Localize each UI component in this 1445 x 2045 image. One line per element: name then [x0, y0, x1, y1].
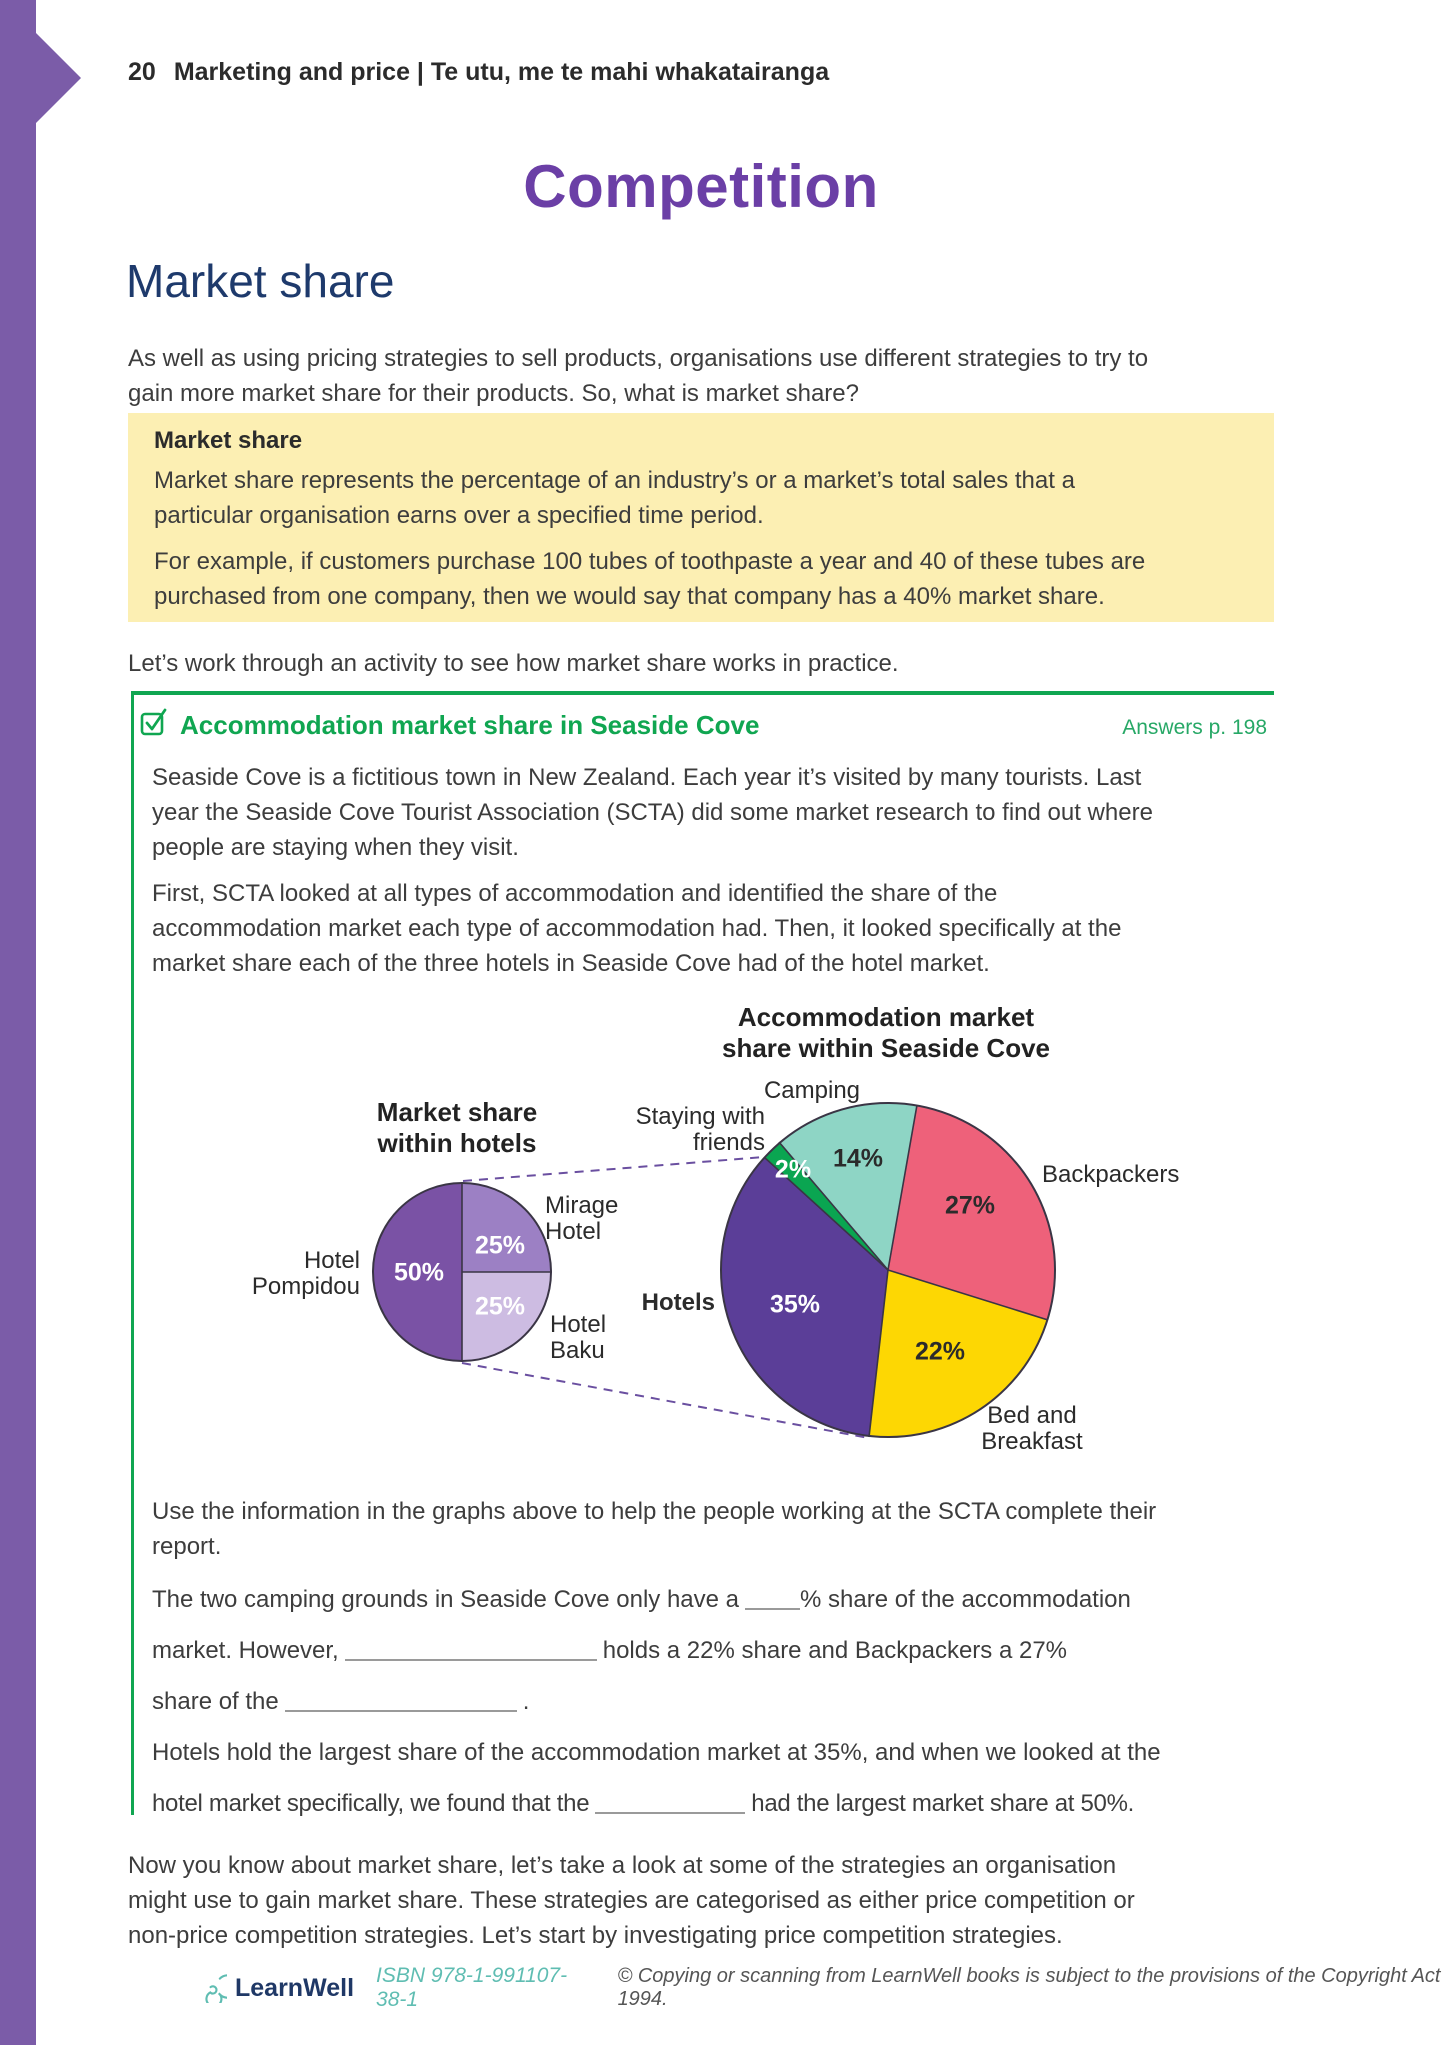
copyright-text: © Copying or scanning from LearnWell boo…	[617, 1965, 1441, 2010]
pct-bed-and-breakfast: 22%	[914, 1337, 966, 1366]
closing-paragraph: Now you know about market share, let’s t…	[128, 1852, 1135, 1949]
report-line-2: market. However, holds a 22% share and Ba…	[152, 1636, 1274, 1666]
report-line-2-post: holds a 22% share and Backpackers a 27%	[602, 1637, 1068, 1664]
fill-blank-1	[745, 1592, 801, 1610]
activity-paragraph-1: Seaside Cove is a fictitious town in New…	[152, 764, 1153, 861]
checkbox-icon	[139, 706, 169, 743]
running-header: 20 Marketing and price | Te utu, me te ma…	[128, 58, 829, 87]
intro-paragraph: As well as using pricing strategies to s…	[128, 345, 1149, 407]
pct-camping: 14%	[832, 1144, 884, 1173]
report-line-5-pre: hotel market specifically, we found that…	[152, 1790, 590, 1817]
report-line-5-post: had the largest market share at 50%.	[751, 1790, 1135, 1817]
accommodation-pie-chart	[720, 1102, 1056, 1438]
slice-label-staying-with-friends: Staying with friends	[635, 1103, 765, 1156]
isbn-text: ISBN 978-1-991107-38-1	[376, 1964, 568, 2011]
slice-label-hotel-baku: Hotel Baku	[550, 1311, 607, 1364]
fill-blank-3	[284, 1694, 517, 1712]
pct-mirage-hotel: 25%	[474, 1231, 526, 1260]
pct-backpackers: 27%	[944, 1191, 996, 1220]
lead-in-sentence: Let’s work through an activity to see ho…	[128, 650, 899, 677]
report-line-3: share of the.	[152, 1687, 1274, 1717]
definition-paragraph-2: For example, if customers purchase 100 t…	[154, 548, 1146, 610]
slice-label-bed-and-breakfast: Bed and Breakfast	[981, 1402, 1083, 1455]
activity-box-top-border	[131, 691, 1274, 695]
report-line-3-post: .	[522, 1688, 530, 1715]
brand-name: LearnWell	[235, 1973, 355, 2002]
learnwell-logo-icon	[197, 1973, 227, 2003]
report-line-1: The two camping grounds in Seaside Cove …	[152, 1585, 1274, 1615]
pct-hotel-baku: 25%	[474, 1292, 526, 1321]
page-edge-arrow-icon	[36, 33, 81, 123]
report-line-1-pre: The two camping grounds in Seaside Cove …	[152, 1586, 740, 1613]
page-edge-bar	[0, 0, 36, 2045]
report-line-4: Hotels hold the largest share of the acc…	[152, 1738, 1274, 1768]
footer: LearnWell ISBN 978-1-991107-38-1 © Copyi…	[197, 1964, 1445, 2012]
report-intro: Use the information in the graphs above …	[152, 1498, 1157, 1560]
activity-box-left-border	[131, 691, 134, 1815]
report-line-3-pre: share of the	[152, 1688, 279, 1715]
pct-hotels: 35%	[769, 1290, 821, 1319]
pct-hotel-pompidou: 50%	[393, 1258, 445, 1287]
activity-title: Accommodation market share in Seaside Co…	[180, 710, 760, 740]
report-line-4-text: Hotels hold the largest share of the acc…	[152, 1739, 1161, 1766]
definition-box-title: Market share	[154, 427, 303, 454]
definition-paragraph-1: Market share represents the percentage o…	[154, 467, 1075, 529]
slice-label-backpackers: Backpackers	[1042, 1161, 1180, 1188]
slice-label-mirage-hotel: Mirage Hotel	[545, 1192, 619, 1245]
definition-box: Market share Market share represents the…	[128, 413, 1274, 622]
report-line-1-post: % share of the accommodation	[800, 1586, 1131, 1613]
hotels-pie-title: Market share within hotels	[376, 1097, 538, 1158]
page-number: 20	[128, 58, 156, 86]
section-title: Competition	[523, 153, 879, 220]
fill-blank-4	[595, 1796, 746, 1814]
fill-blank-2	[344, 1643, 597, 1661]
pct-staying-with-friends: 2%	[774, 1155, 812, 1184]
slice-label-camping: Camping	[763, 1077, 861, 1104]
answers-reference: Answers p. 198	[1122, 716, 1267, 739]
activity-paragraph-2: First, SCTA looked at all types of accom…	[152, 880, 1122, 977]
report-line-5: hotel market specifically, we found that…	[152, 1789, 1274, 1819]
chapter-title: Marketing and price | Te utu, me te mahi…	[173, 58, 830, 86]
slice-label-hotels: Hotels	[641, 1289, 715, 1316]
accommodation-pie-title: Accommodation market share within Seasid…	[721, 1002, 1050, 1063]
report-line-2-pre: market. However,	[152, 1637, 339, 1664]
slice-label-hotel-pompidou: Hotel Pompidou	[251, 1247, 360, 1300]
page-title: Market share	[126, 255, 395, 307]
